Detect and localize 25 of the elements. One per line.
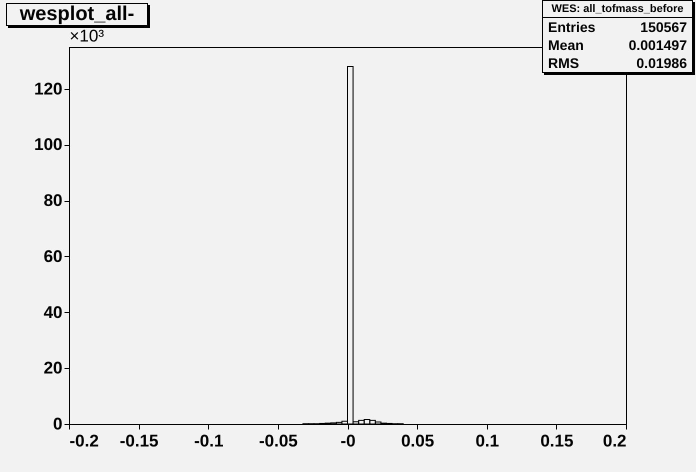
x-tick-label: -0.15 xyxy=(120,432,158,450)
x-tick-label: -0.05 xyxy=(259,432,298,450)
annotation: Mean xyxy=(548,37,584,53)
text: Entries xyxy=(548,19,596,35)
y-tick-label: 40 xyxy=(44,302,62,322)
y-tick-label: 20 xyxy=(44,358,62,378)
text: 150567 xyxy=(640,19,687,35)
x-tick-label: -0.2 xyxy=(70,432,99,450)
x-tick-label: 0.15 xyxy=(540,432,574,450)
text: WES: all_tofmass_before xyxy=(543,1,692,18)
text: 0.001497 xyxy=(628,37,687,53)
x-tick-label: 0.05 xyxy=(401,432,434,450)
y-tick-label: 120 xyxy=(34,79,62,98)
chart-title: wesplot_all- xyxy=(6,3,148,26)
x-tick-label: -0.1 xyxy=(194,432,224,450)
y-tick-label: 80 xyxy=(44,191,62,210)
annotation: RMS xyxy=(548,55,580,71)
x-tick-label: 0.1 xyxy=(475,432,500,450)
y-tick-label: 60 xyxy=(44,246,62,266)
y-tick-label: 100 xyxy=(34,135,62,154)
y-tick-label: 0 xyxy=(53,414,62,434)
y-axis-title: ×10³ xyxy=(70,26,104,46)
text: 0.01986 xyxy=(636,55,687,71)
x-tick-label: 0.2 xyxy=(602,432,626,450)
x-tick-label: -0 xyxy=(340,432,356,450)
